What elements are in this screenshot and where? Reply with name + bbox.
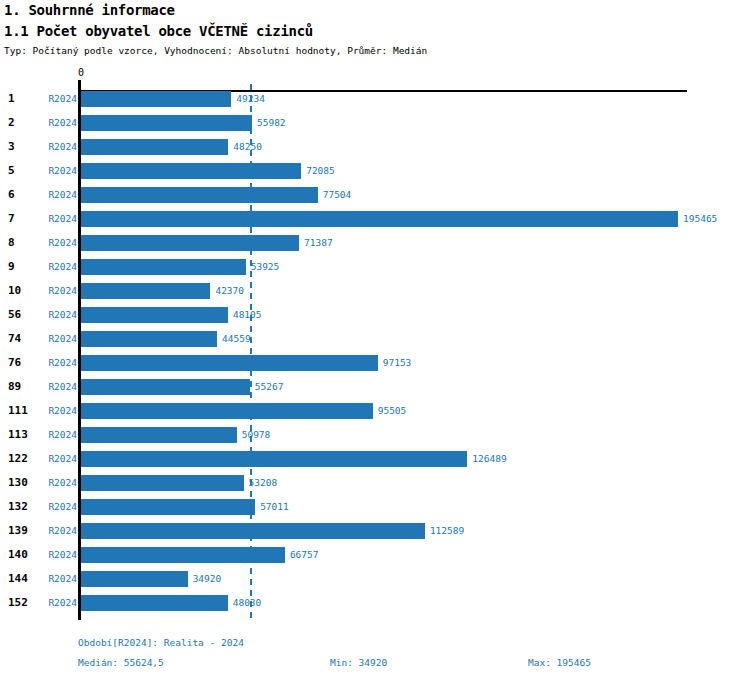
row-category-label: 111 xyxy=(8,405,38,417)
row-series-label: R2024 xyxy=(40,117,77,129)
row-category-label: 130 xyxy=(8,477,38,489)
row-series-label: R2024 xyxy=(40,357,77,369)
row-category-label: 1 xyxy=(8,93,38,105)
row-bar xyxy=(81,91,231,107)
footer-period: Období[R2024]: Realita - 2024 xyxy=(78,637,244,649)
row-value-label: 44559 xyxy=(222,333,251,345)
row-bar xyxy=(81,499,255,515)
footer-max: Max: 195465 xyxy=(528,657,591,669)
row-category-label: 152 xyxy=(8,597,38,609)
row-series-label: R2024 xyxy=(40,261,77,273)
row-category-label: 6 xyxy=(8,189,38,201)
row-bar xyxy=(81,523,425,539)
row-value-label: 77504 xyxy=(323,189,352,201)
row-value-label: 34920 xyxy=(193,573,222,585)
row-value-label: 66757 xyxy=(290,549,319,561)
row-series-label: R2024 xyxy=(40,453,77,465)
row-value-label: 49234 xyxy=(236,93,265,105)
row-series-label: R2024 xyxy=(40,597,77,609)
row-value-label: 57011 xyxy=(260,501,289,513)
row-bar xyxy=(81,451,467,467)
page-title: 1. Souhrnné informace xyxy=(4,2,175,18)
row-series-label: R2024 xyxy=(40,429,77,441)
row-category-label: 5 xyxy=(8,165,38,177)
row-series-label: R2024 xyxy=(40,333,77,345)
y-axis-spine xyxy=(78,80,81,620)
row-series-label: R2024 xyxy=(40,165,77,177)
row-series-label: R2024 xyxy=(40,381,77,393)
row-value-label: 71387 xyxy=(304,237,333,249)
report-page: 1. Souhrnné informace 1.1 Počet obyvatel… xyxy=(0,0,750,680)
row-bar xyxy=(81,547,285,563)
row-series-label: R2024 xyxy=(40,477,77,489)
row-value-label: 195465 xyxy=(683,213,717,225)
row-category-label: 7 xyxy=(8,213,38,225)
zero-tick-label: 0 xyxy=(70,67,92,78)
row-bar xyxy=(81,379,250,395)
row-value-label: 72085 xyxy=(306,165,335,177)
row-category-label: 113 xyxy=(8,429,38,441)
row-value-label: 97153 xyxy=(383,357,412,369)
row-category-label: 2 xyxy=(8,117,38,129)
row-category-label: 10 xyxy=(8,285,38,297)
row-value-label: 53208 xyxy=(249,477,278,489)
row-category-label: 144 xyxy=(8,573,38,585)
chart-title: 1.1 Počet obyvatel obce VČETNĚ cizinců xyxy=(4,23,313,39)
row-category-label: 76 xyxy=(8,357,38,369)
row-category-label: 132 xyxy=(8,501,38,513)
row-series-label: R2024 xyxy=(40,237,77,249)
row-series-label: R2024 xyxy=(40,405,77,417)
row-bar xyxy=(81,571,188,587)
row-series-label: R2024 xyxy=(40,141,77,153)
row-category-label: 140 xyxy=(8,549,38,561)
row-value-label: 95505 xyxy=(378,405,407,417)
row-series-label: R2024 xyxy=(40,309,77,321)
row-bar xyxy=(81,307,228,323)
row-series-label: R2024 xyxy=(40,285,77,297)
row-category-label: 74 xyxy=(8,333,38,345)
row-bar xyxy=(81,475,244,491)
row-series-label: R2024 xyxy=(40,525,77,537)
row-bar xyxy=(81,187,318,203)
row-category-label: 89 xyxy=(8,381,38,393)
row-value-label: 55982 xyxy=(257,117,286,129)
row-bar xyxy=(81,115,252,131)
row-bar xyxy=(81,355,378,371)
row-category-label: 139 xyxy=(8,525,38,537)
row-category-label: 9 xyxy=(8,261,38,273)
row-series-label: R2024 xyxy=(40,213,77,225)
row-series-label: R2024 xyxy=(40,549,77,561)
row-bar xyxy=(81,403,373,419)
footer-min: Min: 34920 xyxy=(330,657,387,669)
row-category-label: 122 xyxy=(8,453,38,465)
row-bar xyxy=(81,427,237,443)
row-value-label: 53925 xyxy=(251,261,280,273)
row-bar xyxy=(81,331,217,347)
row-category-label: 56 xyxy=(8,309,38,321)
row-series-label: R2024 xyxy=(40,573,77,585)
row-bar xyxy=(81,259,246,275)
row-value-label: 48250 xyxy=(233,141,262,153)
row-value-label: 50978 xyxy=(242,429,271,441)
row-value-label: 126489 xyxy=(472,453,506,465)
row-value-label: 48105 xyxy=(233,309,262,321)
row-value-label: 48030 xyxy=(233,597,262,609)
row-bar xyxy=(81,283,210,299)
row-bar xyxy=(81,235,299,251)
row-series-label: R2024 xyxy=(40,189,77,201)
row-series-label: R2024 xyxy=(40,93,77,105)
row-value-label: 42370 xyxy=(215,285,244,297)
row-value-label: 112589 xyxy=(430,525,464,537)
row-value-label: 55267 xyxy=(255,381,284,393)
row-bar xyxy=(81,163,301,179)
footer-median: Medián: 55624,5 xyxy=(78,657,164,669)
row-bar xyxy=(81,211,678,227)
row-category-label: 3 xyxy=(8,141,38,153)
row-series-label: R2024 xyxy=(40,501,77,513)
chart-meta-line: Typ: Počítaný podle vzorce, Vyhodnocení:… xyxy=(4,45,427,56)
row-category-label: 8 xyxy=(8,237,38,249)
row-bar xyxy=(81,139,228,155)
row-bar xyxy=(81,595,228,611)
